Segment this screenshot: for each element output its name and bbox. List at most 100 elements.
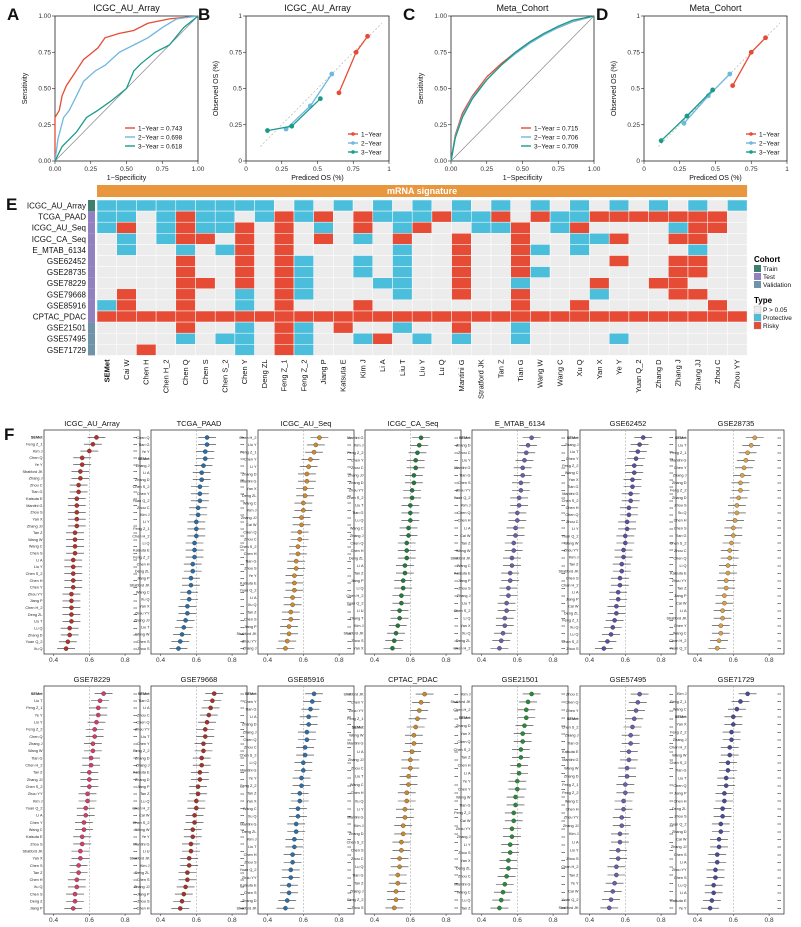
estimate-point	[69, 598, 74, 604]
estimate-point	[393, 630, 399, 636]
heatmap-cell	[372, 277, 393, 290]
forest-title: GSE28735	[718, 419, 755, 428]
heatmap-column-label: Lu Q	[437, 359, 446, 375]
significance-mark: •••	[454, 816, 458, 820]
estimate-point	[635, 449, 641, 454]
heatmap-cell	[96, 332, 117, 345]
heatmap-cell	[608, 233, 630, 245]
heatmap-cell	[254, 288, 275, 301]
significance-mark: •••	[561, 459, 565, 463]
forest-row-label: Li A	[357, 750, 364, 754]
heatmap-cell	[628, 310, 649, 323]
y-tick-label: 0.25	[229, 122, 242, 129]
significance-mark: •••	[454, 496, 458, 500]
heatmap-cell	[707, 244, 728, 256]
forest-row-label: Liu T	[570, 450, 579, 454]
heatmap-cell	[155, 210, 177, 223]
significance-mark: •••	[133, 490, 137, 494]
significance-mark: •••	[669, 758, 673, 762]
significance-mark: •••	[561, 639, 565, 643]
x-tick-label: 0.4	[370, 657, 379, 664]
panel-label: B	[198, 5, 210, 24]
estimate-point	[506, 866, 511, 871]
significance-mark: •••	[240, 513, 244, 517]
forest-row-label: Zhou YY	[28, 792, 43, 796]
x-tick-label: 0.8	[765, 917, 774, 924]
forest-row-label: Yuan Q_2	[240, 868, 257, 872]
forest-row-label: Zhang J	[350, 534, 364, 538]
estimate-point	[188, 841, 194, 847]
heatmap-cell	[155, 299, 177, 312]
legend-marker	[749, 141, 753, 145]
heatmap-column-label: Xu Q	[575, 359, 584, 376]
significance-mark: •••	[347, 501, 351, 505]
significance-mark: •••	[454, 709, 458, 713]
estimate-point	[506, 585, 511, 591]
forest-row-label: SEMet	[675, 715, 687, 719]
forest-row-label: Chen Q	[565, 513, 578, 517]
heatmap-cell	[372, 321, 393, 334]
significance-mark: •••	[133, 633, 137, 637]
forest-row-label: Deng ZL	[135, 569, 150, 573]
heatmap-cell	[648, 221, 669, 234]
estimate-point	[497, 645, 502, 651]
significance-mark: •••	[561, 511, 565, 515]
forest-row-label: Yan X	[568, 478, 579, 482]
estimate-point	[518, 755, 524, 760]
forest-frame	[471, 685, 569, 915]
estimate-point	[520, 465, 525, 471]
heatmap-cell	[234, 321, 255, 334]
legend-marker	[351, 132, 355, 136]
x-tick-label: 0.8	[657, 657, 666, 664]
forest-title: E_MTAB_6134	[495, 419, 545, 428]
forest-title: CPTAC_PDAC	[388, 675, 438, 684]
forest-row-label: Zhou S	[566, 857, 579, 861]
estimate-point	[390, 645, 395, 651]
estimate-point	[504, 608, 509, 613]
significance-mark: •••	[240, 612, 244, 616]
type-legend-entry: Protective	[763, 315, 792, 322]
x-tick-label: 0.4	[263, 917, 272, 924]
series-line-2-year	[54, 15, 199, 162]
significance-mark: •••	[669, 597, 673, 601]
heatmap-cell	[411, 233, 433, 245]
estimate-point	[194, 805, 199, 811]
heatmap-cell	[431, 344, 452, 356]
significance-mark: •••	[561, 724, 565, 728]
heatmap-cell	[392, 221, 413, 234]
forest-row-label: Yan X	[32, 857, 43, 861]
significance-mark: •••	[240, 590, 244, 594]
significance-mark: •••	[347, 883, 351, 887]
forest-row-label: Wang W	[672, 753, 687, 757]
heatmap-cell	[333, 310, 354, 323]
forest-frame	[43, 685, 141, 915]
significance-mark: •••	[454, 609, 458, 613]
significance-mark: •••	[133, 706, 137, 710]
forest-row-label: Li A	[143, 471, 150, 475]
forest-row-label: Chen H_2	[453, 708, 470, 712]
forest-row-label: Stratford JK	[558, 569, 579, 573]
significance-mark: •••	[347, 891, 351, 895]
significance-mark: •••	[133, 763, 137, 767]
forest-row-label: Ye Y	[35, 713, 43, 717]
significance-mark: •••	[133, 735, 137, 739]
heatmap-cell	[333, 332, 354, 345]
heatmap-cell	[608, 199, 630, 212]
forest-row-label: Tian G	[31, 756, 42, 760]
forest-row-label: Lu Q	[678, 884, 686, 888]
heatmap-cell	[352, 310, 374, 323]
forest-row-label: SEMet	[31, 436, 43, 440]
series-line-2-year	[683, 73, 731, 124]
forest-row-label: Feng Z_2	[670, 730, 686, 734]
heatmap-cell	[707, 310, 728, 323]
legend-marker	[351, 141, 355, 145]
significance-mark: •••	[669, 824, 673, 828]
significance-mark: •••	[133, 572, 137, 576]
significance-mark: •••	[347, 618, 351, 622]
forest-row-label: Chen S_2	[454, 609, 471, 613]
heatmap-cell	[274, 299, 295, 312]
forest-row-label: Feng Z_2	[133, 749, 149, 753]
x-tick-label: 1	[785, 166, 789, 173]
estimate-point	[722, 600, 727, 606]
estimate-point	[729, 737, 734, 743]
